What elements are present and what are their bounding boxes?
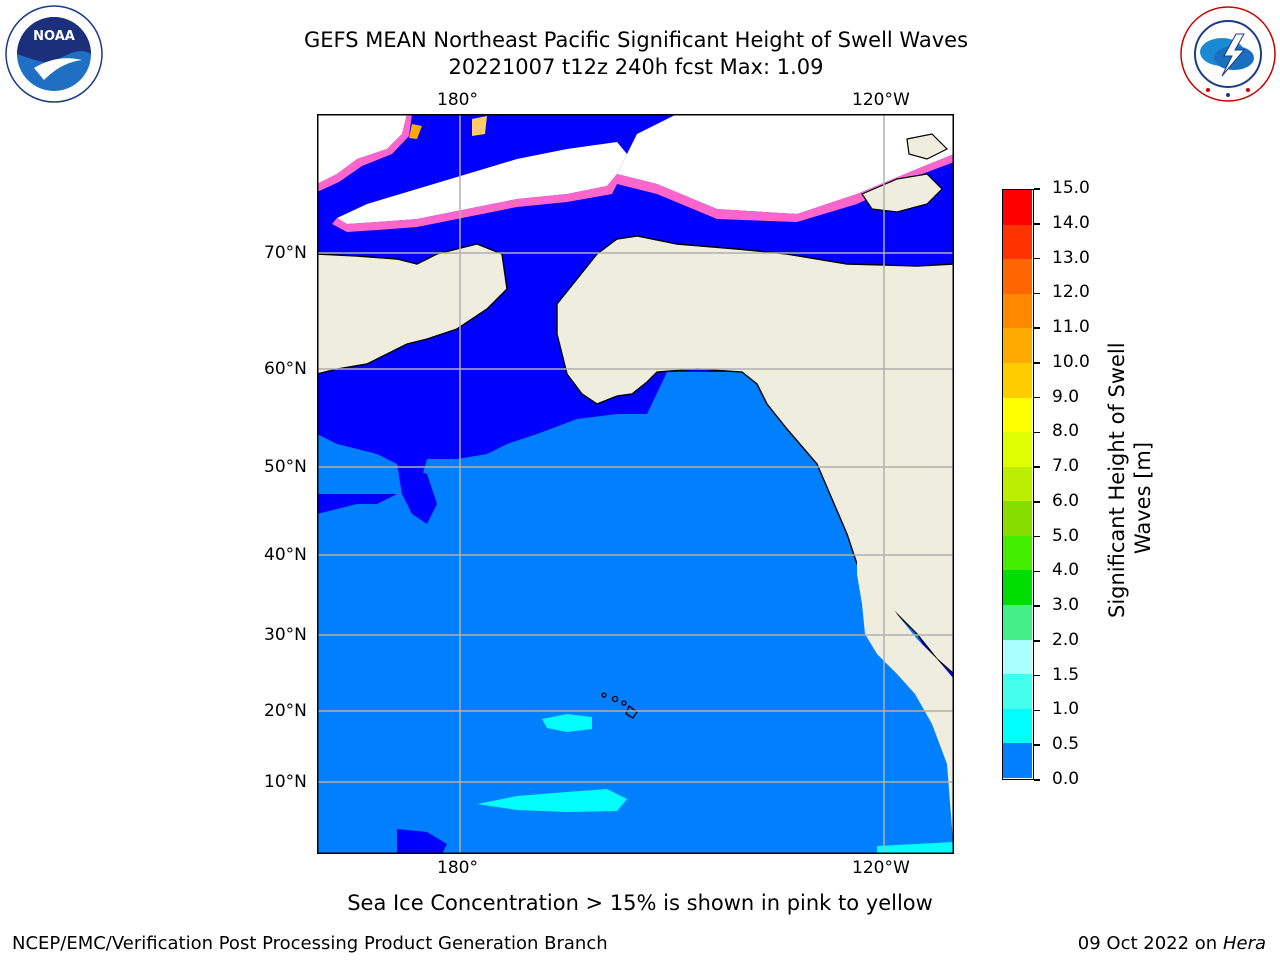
colorbar-tick-label: 0.5 [1052,734,1080,755]
colorbar-segment [1003,535,1032,571]
lon-label-top-180: 180° [437,90,478,110]
colorbar-tick [1034,431,1040,434]
footer-host: Hera [1222,933,1266,954]
colorbar-segment [1003,570,1032,606]
colorbar-segment [1003,432,1032,468]
colorbar-tick-label: 12.0 [1052,282,1090,303]
colorbar-segment [1003,466,1032,502]
lat-label-60n: 60°N [264,359,307,379]
swell-patch-1 [542,714,592,732]
colorbar-tick [1034,501,1040,503]
colorbar-tick [1034,396,1040,399]
lat-label-40n: 40°N [264,545,307,565]
colorbar-title: Significant Height of Swell Waves [m] [1010,342,1250,618]
colorbar-segment [1003,259,1032,295]
colorbar-segment [1003,501,1032,537]
lat-label-20n: 20°N [264,701,307,721]
lat-label-10n: 10°N [264,772,307,792]
nws-logo [1178,4,1278,104]
colorbar-labels: 15.0 14.0 13.0 12.0 11.0 10.0 9.0 8.0 7.0 6.0 5.0 4… [1034,0,1114,960]
colorbar-tick-label: 3.0 [1052,595,1080,616]
colorbar-tick [1034,605,1040,607]
ice-edge-west [317,114,412,192]
colorbar-tick [1034,292,1040,295]
colorbar-segment [1003,708,1032,744]
colorbar-tick-label: 8.0 [1052,421,1080,442]
title-line2: 20221007 t12z 240h fcst Max: 1.09 [448,55,824,79]
colorbar-tick [1034,674,1040,677]
svg-text:NOAA: NOAA [33,29,75,44]
footer-branch: NCEP/EMC/Verification Post Processing Pr… [12,933,608,954]
colorbar-tick [1034,744,1040,746]
land-alaska-canada [556,235,955,676]
colorbar-segment [1003,639,1032,675]
colorbar-segment [1003,190,1032,226]
colorbar-tick [1034,188,1040,190]
footer-date: 09 Oct 2022 on Hera [1078,933,1266,954]
map-panel [316,114,955,854]
colorbar-segment [1003,328,1032,364]
colorbar-tick-label: 1.0 [1052,699,1080,720]
colorbar-tick-label: 2.0 [1052,629,1080,650]
colorbar-tick [1034,535,1040,538]
colorbar-tick-label: 15.0 [1052,178,1090,198]
lon-label-bottom-120w: 120°W [852,858,910,878]
sea-ice-note: Sea Ice Concentration > 15% is shown in … [347,891,933,915]
colorbar-tick-label: 5.0 [1052,525,1080,546]
colorbar-tick [1034,466,1040,468]
colorbar-title-line1: Significant Height of Swell [1105,342,1129,618]
colorbar-tick-label: 10.0 [1052,351,1090,372]
colorbar-segment [1003,674,1032,710]
lat-label-50n: 50°N [264,457,307,477]
colorbar-segment [1003,362,1032,399]
colorbar-title-line2: Waves [m] [1131,441,1155,555]
title-line1: GEFS MEAN Northeast Pacific Significant … [303,28,969,52]
lon-label-bottom-180: 180° [437,858,478,878]
colorbar-tick-label: 9.0 [1052,386,1080,407]
lat-label-30n: 30°N [264,625,307,645]
swell-patch-2 [477,789,627,812]
colorbar-tick-label: 7.0 [1052,456,1080,477]
colorbar-tick [1034,362,1040,364]
colorbar-tick-label: 6.0 [1052,490,1080,511]
colorbar-segment [1003,224,1032,260]
graticule [317,114,954,854]
colorbar-tick-label: 0.0 [1052,769,1080,789]
colorbar-segment [1003,605,1032,641]
colorbar-tick [1034,223,1040,225]
colorbar-tick-label: 1.5 [1052,664,1080,685]
colorbar-tick [1034,709,1040,712]
map-svg [316,114,955,854]
footer-date-text: 09 Oct 2022 on [1077,933,1223,954]
colorbar-tick [1034,779,1040,781]
colorbar-tick [1034,640,1040,642]
colorbar-tick [1034,257,1040,260]
colorbar-tick [1034,327,1040,329]
ice-edge-north [332,154,954,232]
sea-ice-central [337,142,627,224]
colorbar-segment [1003,293,1032,329]
colorbar-tick [1034,570,1040,573]
lat-label-70n: 70°N [264,243,307,263]
colorbar-tick-label: 14.0 [1052,212,1090,233]
noaa-logo: NOAA [4,4,104,104]
sea-ice-west [317,114,407,184]
colorbar-tick-label: 11.0 [1052,317,1090,338]
colorbar-tick-label: 13.0 [1052,247,1090,268]
colorbar [1002,189,1034,780]
colorbar-segment [1003,397,1032,433]
lon-label-top-120w: 120°W [852,90,910,110]
colorbar-tick-label: 4.0 [1052,560,1080,581]
colorbar-segment [1003,743,1032,779]
